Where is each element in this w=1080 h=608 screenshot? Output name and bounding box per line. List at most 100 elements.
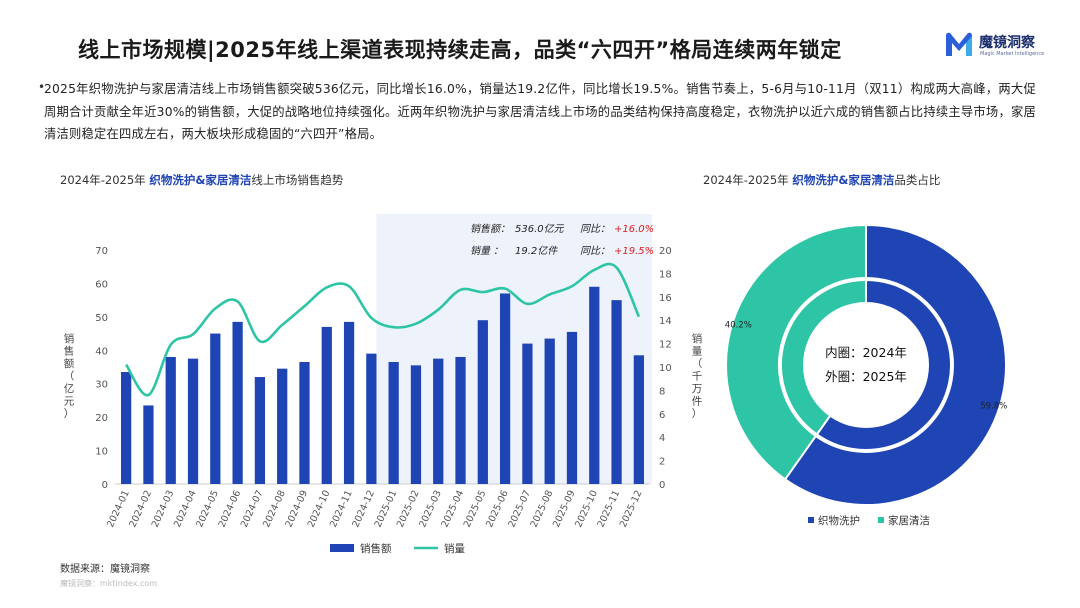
x-tick-label: 2025-05 [462, 489, 489, 530]
trend-chart-title-suffix: 线上市场销售趋势 [251, 173, 344, 187]
page-title: 线上市场规模|2025年线上渠道表现持续走高，品类“六四开”格局连续两年锁定 [78, 38, 842, 62]
x-tick-label: 2024-03 [150, 489, 177, 530]
bar-sales-2024-03 [165, 356, 176, 484]
trend-chart-title-highlight: 织物洗护&家居清洁 [149, 173, 252, 187]
x-tick-label: 2024-02 [127, 489, 154, 530]
x-tick-label: 2025-08 [529, 489, 556, 530]
highlight-region-2025 [376, 214, 652, 484]
y2-tick-label: 10 [659, 363, 672, 374]
x-tick-label: 2025-09 [551, 489, 578, 530]
y2-tick-label: 16 [659, 293, 672, 304]
y-tick-label: 0 [102, 480, 108, 491]
x-tick-label: 2025-03 [417, 489, 444, 530]
bar-sales-2025-11 [611, 300, 622, 484]
slice-label: 59.8% [980, 402, 1007, 412]
y-axis-title: 销售额（亿元） [64, 332, 75, 420]
bar-sales-2025-08 [544, 338, 555, 484]
y-tick-label: 10 [95, 447, 108, 458]
bar-sales-2024-11 [343, 321, 355, 484]
summary-paragraph: 2025年织物洗护与家居清洁线上市场销售额突破536亿元，同比增长16.0%，销… [44, 82, 1036, 141]
bar-sales-2024-01 [121, 372, 132, 484]
inner-ring-slice-织物洗护 [815, 278, 952, 451]
x-tick-label: 2025-07 [506, 489, 533, 530]
donut-center-label: 内圈：2024年 [825, 345, 907, 360]
footer-watermark: 魔镜洞察：mktindex.com [60, 579, 158, 588]
annotation-change-label: 同比： [580, 223, 610, 235]
slice-label: 40.2% [725, 320, 752, 330]
summary-bullet: • [38, 80, 46, 94]
x-tick-label: 2025-01 [373, 489, 400, 530]
pie-legend-label: 织物洗护 [818, 514, 860, 527]
x-tick-label: 2025-06 [484, 489, 511, 530]
annotation-label: 销售额： [470, 223, 510, 235]
y-tick-label: 60 [95, 279, 108, 290]
legend-label-sales: 销售额 [360, 542, 392, 555]
x-tick-label: 2025-11 [596, 489, 623, 530]
x-tick-label: 2024-10 [306, 489, 333, 530]
bar-sales-2025-07 [522, 343, 533, 484]
y2-tick-label: 8 [659, 386, 665, 397]
share-chart-title-highlight: 织物洗护&家居清洁 [792, 173, 895, 187]
y-tick-label: 70 [95, 246, 108, 257]
annotation-change: +16.0% [614, 224, 654, 235]
y2-tick-label: 6 [659, 410, 665, 421]
share-chart-title-prefix: 2024年-2025年 [703, 173, 793, 187]
pie-legend-swatch [808, 517, 814, 523]
logo-name: 魔镜洞察 [979, 35, 1035, 51]
x-tick-label: 2024-12 [350, 489, 377, 530]
x-tick-label: 2024-01 [105, 489, 132, 530]
bar-sales-2024-04 [187, 358, 199, 484]
bar-sales-2024-05 [210, 333, 221, 484]
bar-sales-2024-09 [299, 361, 310, 484]
y2-tick-label: 4 [659, 433, 665, 444]
bar-sales-2024-08 [277, 368, 288, 484]
logo-mark-icon [946, 32, 972, 56]
trend-chart-title: 2024年-2025年 织物洗护&家居清洁线上市场销售趋势 [60, 172, 343, 188]
bar-sales-2024-07 [254, 377, 266, 484]
x-tick-label: 2025-10 [573, 489, 600, 530]
y-tick-label: 20 [95, 413, 108, 424]
y2-tick-label: 14 [659, 316, 672, 327]
bar-sales-2025-01 [388, 361, 399, 484]
x-tick-label: 2024-05 [194, 489, 221, 530]
x-tick-label: 2025-12 [618, 489, 645, 530]
annotation-value: 19.2亿件 [515, 245, 558, 257]
inner-ring-slice-家居清洁 [780, 278, 867, 436]
y2-tick-label: 0 [659, 480, 665, 491]
donut-center-hole [803, 302, 929, 428]
bar-sales-2025-12 [633, 355, 644, 484]
pie-legend-swatch [878, 517, 884, 523]
line-volume [125, 262, 641, 397]
y2-tick-label: 20 [659, 246, 672, 257]
x-tick-label: 2024-08 [261, 489, 288, 530]
share-chart-title: 2024年-2025年 织物洗护&家居清洁品类占比 [703, 172, 940, 188]
data-source: 数据来源：魔镜洞察 [60, 564, 150, 575]
x-tick-label: 2024-11 [328, 489, 355, 530]
x-tick-label: 2025-04 [439, 489, 466, 530]
y2-tick-label: 18 [659, 269, 672, 280]
bar-sales-2025-04 [455, 356, 466, 484]
y-tick-label: 30 [95, 380, 108, 391]
outer-ring-slice-家居清洁 [725, 223, 867, 481]
annotation-value: 536.0亿元 [515, 223, 565, 235]
bar-sales-2025-05 [477, 320, 488, 484]
x-tick-label: 2024-09 [283, 489, 310, 530]
bar-sales-2024-06 [232, 321, 243, 484]
annotation-change-label: 同比： [580, 245, 610, 257]
x-tick-label: 2024-06 [217, 489, 244, 530]
bar-sales-2025-02 [410, 365, 422, 484]
x-tick-label: 2025-02 [395, 489, 422, 530]
x-tick-label: 2024-07 [239, 489, 266, 530]
outer-ring-slice-织物洗护 [783, 223, 1007, 506]
legend-label-volume: 销量 [444, 542, 465, 555]
bar-sales-2025-09 [566, 331, 578, 484]
annotation-change: +19.5% [614, 246, 654, 257]
y-tick-label: 40 [95, 346, 108, 357]
y2-axis-title: 销量（千万件） [692, 332, 703, 420]
pie-legend-label: 家居清洁 [888, 514, 930, 527]
bar-sales-2024-02 [143, 405, 154, 484]
donut-center-label: 外圈：2025年 [825, 369, 907, 384]
x-tick-label: 2024-04 [172, 489, 199, 530]
annotation-label: 销量 ： [470, 245, 503, 257]
brand-logo: 魔镜洞察 Magic Market Intelligence [944, 30, 1054, 60]
